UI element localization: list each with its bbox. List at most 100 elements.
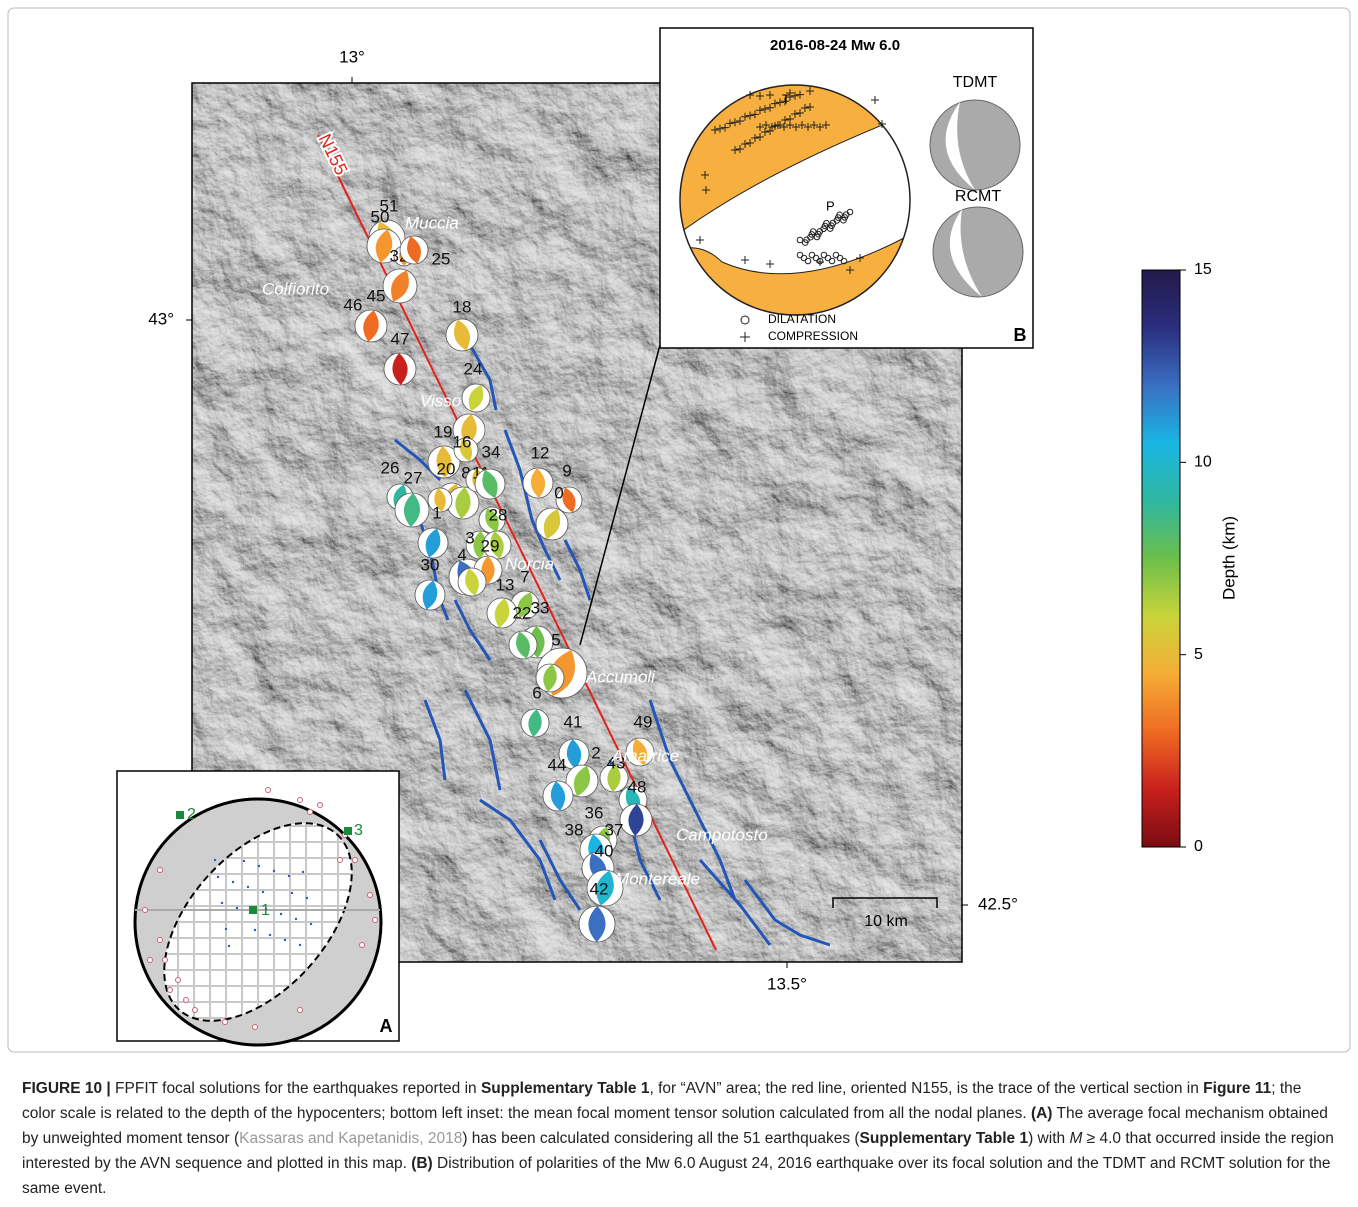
caption-bold: FIGURE 10 |: [22, 1080, 111, 1097]
town-label: Accumoli: [585, 667, 656, 686]
polarity-dot: [273, 870, 275, 872]
polarity-dot: [288, 875, 290, 877]
rcmt-label: RCMT: [955, 188, 1001, 205]
focal-mechanism: [579, 906, 615, 942]
map-tick-label: 42.5°: [978, 894, 1018, 913]
caption-bold: (A): [1031, 1105, 1053, 1122]
tdmt-label: TDMT: [953, 74, 998, 91]
polarity-dot: [373, 918, 378, 923]
polarity-dot: [253, 1025, 258, 1030]
polarity-dot: [221, 902, 223, 904]
inset-b-title: 2016-08-24 Mw 6.0: [770, 37, 900, 54]
event-label: 40: [595, 841, 614, 860]
event-label: 50: [371, 207, 390, 226]
polarity-dot: [295, 918, 297, 920]
polarity-dot: [306, 897, 308, 899]
event-label: 26: [381, 458, 400, 477]
event-label: 1: [432, 503, 441, 522]
event-label: 49: [634, 712, 653, 731]
event-label: 47: [391, 329, 410, 348]
page: 5150322545464718241916208113426271283294…: [0, 0, 1358, 1207]
point-label: 1: [261, 902, 270, 919]
event-label: 16: [453, 432, 472, 451]
event-label: 46: [344, 295, 363, 314]
map-tick-label: 13°: [339, 47, 365, 66]
point-label: 3: [354, 822, 363, 839]
colorbar-label: Depth (km): [1219, 516, 1238, 600]
caption-plain: , for “AVN” area; the red line, oriented…: [649, 1080, 1203, 1097]
event-label: 25: [432, 249, 451, 268]
event-label: 0: [554, 483, 563, 502]
colorbar-tick-label: 10: [1194, 454, 1212, 471]
polarity-dot: [168, 988, 173, 993]
polarity-dot: [214, 859, 216, 861]
event-label: 30: [421, 555, 440, 574]
t-axis-label: T: [782, 91, 790, 106]
polarity-dot: [338, 858, 343, 863]
polarity-dot: [217, 876, 219, 878]
event-label: 36: [585, 803, 604, 822]
polarity-dot: [258, 865, 260, 867]
event-label: 6: [532, 683, 541, 702]
caption-bold: Supplementary Table 1: [860, 1130, 1029, 1147]
map-tick-label: 43°: [148, 309, 174, 328]
caption-link[interactable]: Kassaras and Kapetanidis, 2018: [239, 1130, 462, 1147]
polarity-dot: [360, 943, 365, 948]
focal-mechanism: [395, 492, 429, 527]
polarity-dot: [228, 945, 230, 947]
focal-mechanism: [523, 468, 553, 499]
polarity-dot: [158, 868, 163, 873]
focal-mechanism: [384, 353, 416, 386]
legend-dilatation: DILATATION: [768, 312, 836, 326]
event-label: 37: [605, 820, 624, 839]
polarity-dot: [232, 881, 234, 883]
town-label: Amatrice: [611, 746, 679, 765]
polarity-dot: [284, 939, 286, 941]
figure: 5150322545464718241916208113426271283294…: [0, 0, 1358, 1060]
polarity-dot: [266, 788, 271, 793]
polarity-dot: [176, 978, 181, 983]
panel-label: A: [380, 1016, 393, 1036]
event-label: 12: [531, 443, 550, 462]
polarity-dot: [223, 1020, 228, 1025]
caption-bold: Figure 11: [1203, 1080, 1271, 1097]
polarity-dot: [225, 928, 227, 930]
polarity-dot: [298, 798, 303, 803]
colorbar-tick-label: 5: [1194, 646, 1203, 663]
event-label: 42: [590, 879, 609, 898]
colorbar: [1142, 270, 1180, 847]
colorbar-tick-label: 0: [1194, 838, 1203, 855]
event-label: 18: [453, 297, 472, 316]
panel-label: B: [1014, 325, 1027, 345]
polarity-dot: [298, 1008, 303, 1013]
event-label: 41: [564, 712, 583, 731]
polarity-dot: [291, 892, 293, 894]
polarity-dot: [262, 891, 264, 893]
event-label: 22: [513, 603, 532, 622]
polarity-dot: [302, 871, 304, 873]
polarity-dot: [148, 958, 153, 963]
legend-compression: COMPRESSION: [768, 329, 858, 343]
polarity-dot: [247, 886, 249, 888]
polarity-dot: [236, 907, 238, 909]
event-label: 45: [367, 286, 386, 305]
town-label: Colfiorito: [262, 279, 329, 298]
caption-plain: ) has been calculated considering all th…: [462, 1130, 859, 1147]
event-label: 24: [464, 359, 483, 378]
polarity-dot: [318, 803, 323, 808]
polarity-dot: [243, 860, 245, 862]
event-label: 2: [591, 743, 600, 762]
town-label: Visso: [420, 391, 461, 410]
polarity-dot: [308, 810, 313, 815]
map-tick-label: 13.5°: [767, 974, 807, 993]
town-label: Montereale: [615, 869, 700, 888]
event-label: 27: [404, 468, 423, 487]
polarity-dot: [353, 858, 358, 863]
polarity-dot: [310, 923, 312, 925]
caption-italic: M: [1069, 1130, 1082, 1147]
event-label: 34: [482, 442, 501, 461]
event-label: 28: [489, 505, 508, 524]
colorbar-tick-label: 15: [1194, 261, 1212, 278]
caption: FIGURE 10 | FPFIT focal solutions for th…: [22, 1076, 1338, 1201]
inset-a: [117, 771, 399, 1055]
